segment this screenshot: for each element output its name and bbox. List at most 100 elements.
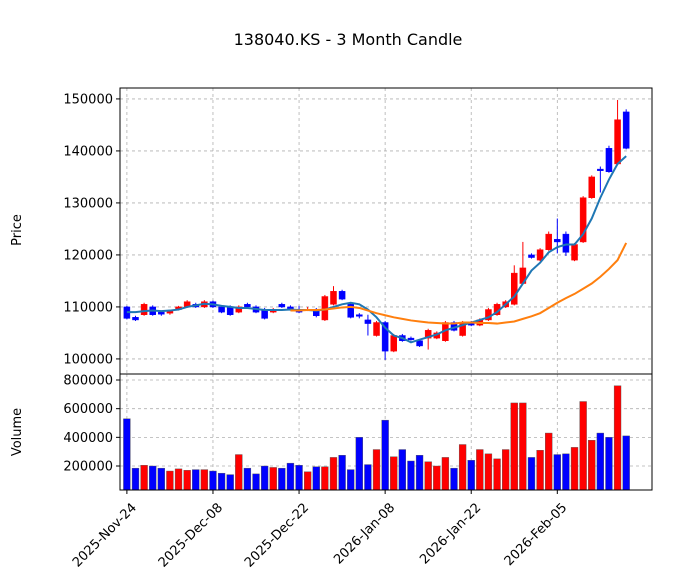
y-tick-label: 120000 — [63, 248, 113, 263]
x-tick-label: 2026-Jan-08 — [331, 500, 398, 567]
volume-bar — [200, 469, 209, 491]
volume-bar — [605, 437, 613, 491]
candle-body — [407, 337, 415, 340]
candle-body — [528, 254, 535, 258]
volume-bar — [510, 402, 518, 491]
candle-body — [347, 304, 354, 318]
candle-body — [218, 306, 225, 313]
volume-bar — [338, 455, 346, 491]
candle-body — [511, 272, 518, 305]
y-tick-label: 200000 — [63, 460, 113, 475]
volume-bar — [467, 460, 475, 491]
volume-bar — [484, 453, 493, 491]
volume-bar — [131, 467, 140, 491]
candle-body — [622, 111, 630, 149]
candle-body — [554, 239, 561, 243]
volume-bar — [209, 470, 217, 491]
volume-bar — [476, 449, 484, 491]
chart-title: 138040.KS - 3 Month Candle — [234, 30, 463, 49]
volume-bar — [295, 465, 303, 491]
volume-bar — [536, 450, 544, 491]
candle-body — [140, 304, 148, 315]
y-tick-label: 800000 — [63, 374, 113, 389]
volume-bar — [286, 462, 295, 491]
candle-body — [545, 233, 552, 250]
volume-bar — [226, 474, 234, 491]
y-tick-label: 100000 — [63, 352, 113, 367]
volume-bar — [424, 461, 432, 491]
volume-bar — [622, 435, 630, 491]
candle-body — [356, 314, 363, 317]
volume-bar — [269, 467, 277, 491]
volume-bar — [183, 470, 191, 491]
candle-body — [571, 244, 578, 261]
candle-body — [278, 304, 286, 308]
candle-body — [364, 319, 372, 324]
y-tick-label: 400000 — [63, 431, 113, 446]
volume-bar — [252, 473, 260, 491]
volume-bar — [304, 471, 312, 491]
y-axis-label: Price — [10, 214, 25, 246]
volume-bar — [381, 419, 389, 491]
volume-bar — [570, 447, 579, 491]
x-tick-label: 2026-Feb-05 — [502, 500, 571, 569]
volume-bar — [260, 465, 269, 491]
volume-bar — [372, 449, 381, 491]
volume-bar — [123, 418, 131, 491]
volume-bar — [192, 469, 200, 491]
volume-bar — [579, 401, 587, 491]
y-axis-label: Volume — [10, 408, 25, 456]
x-tick-label: 2026-Jan-22 — [417, 500, 484, 567]
y-tick-label: 600000 — [63, 402, 113, 417]
volume-bar — [398, 449, 406, 491]
volume-bar — [243, 467, 252, 491]
y-tick-label: 140000 — [63, 144, 113, 159]
y-tick-label: 150000 — [63, 92, 113, 107]
candle-body — [562, 233, 570, 253]
candle-body — [588, 176, 596, 198]
moving-average-line — [126, 155, 627, 344]
volume-bar — [149, 465, 157, 491]
volume-bar — [545, 432, 553, 491]
candle-body — [330, 291, 337, 305]
volume-bar — [441, 457, 450, 491]
volume-bar — [502, 449, 510, 491]
candle-body — [244, 304, 251, 308]
volume-bar — [312, 466, 320, 491]
candle-body — [416, 340, 423, 347]
volume-bar — [493, 458, 501, 491]
volume-frame — [119, 373, 653, 491]
volume-bar — [562, 453, 570, 491]
candle-body — [373, 322, 380, 336]
volume-bar — [450, 467, 458, 491]
volume-bar — [347, 469, 355, 491]
candle-body — [579, 197, 587, 243]
volume-bar — [321, 466, 329, 491]
candle-body — [338, 291, 346, 300]
candle-body — [605, 148, 613, 172]
volume-bar — [166, 470, 174, 491]
plot-area: 2025-Nov-24 2025-Dec-08 2025-Dec-22 2026-Ja… — [63, 88, 652, 571]
x-tick-label: 2025-Nov-24 — [70, 500, 140, 570]
candle-body — [158, 311, 165, 315]
candle-body — [536, 249, 544, 261]
volume-bar — [527, 457, 536, 491]
moving-average-line — [290, 242, 628, 325]
x-tick-label: 2025-Dec-08 — [156, 500, 226, 570]
volume-bar — [519, 402, 527, 491]
volume-bar — [588, 440, 596, 491]
candle-body — [132, 317, 139, 321]
candle-body — [235, 306, 243, 313]
y-tick-label: 110000 — [63, 300, 113, 315]
candle-body — [390, 335, 398, 352]
candle-body — [597, 168, 604, 171]
volume-bar — [140, 465, 148, 491]
volume-bar — [329, 457, 338, 491]
volume-bar — [364, 464, 372, 491]
x-tick-label: 2025-Dec-22 — [242, 500, 312, 570]
volume-bar — [390, 456, 398, 491]
volume-bar — [217, 472, 226, 491]
volume-bar — [407, 460, 415, 491]
y-tick-label: 130000 — [63, 196, 113, 211]
